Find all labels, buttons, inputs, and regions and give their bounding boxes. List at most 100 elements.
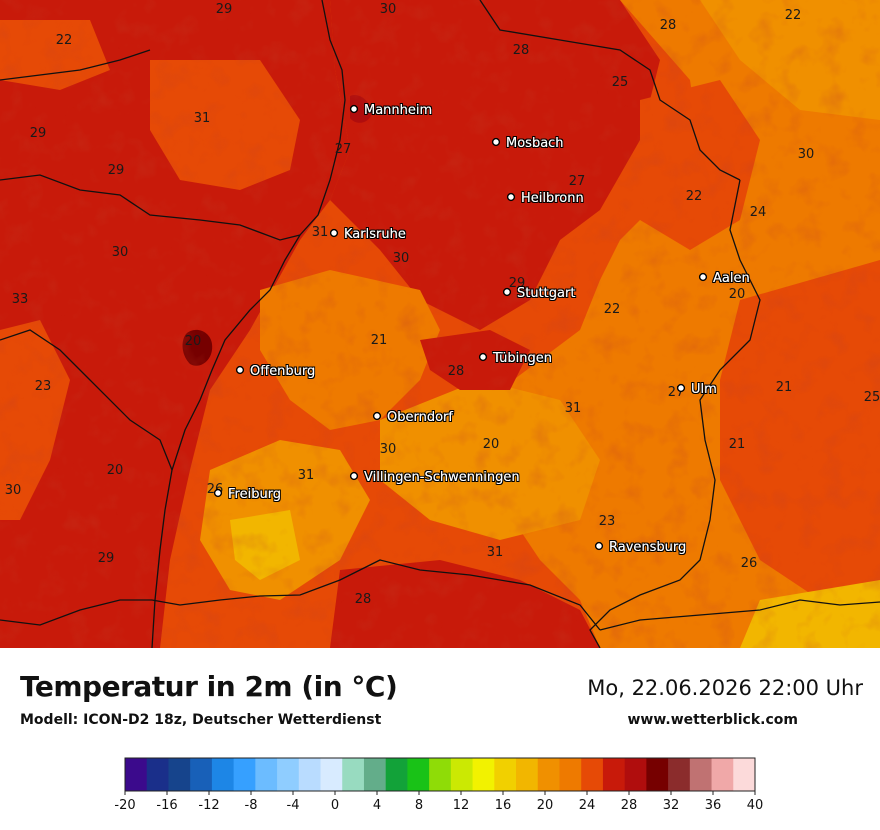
city-marker: Stuttgart (502, 286, 575, 301)
legend-swatch (385, 758, 408, 791)
temperature-value: 30 (112, 245, 129, 260)
legend-tick-label: -8 (245, 798, 258, 813)
state-border-north (479, 0, 741, 181)
city-label: Stuttgart (517, 286, 575, 301)
legend-tick-label: 40 (747, 798, 764, 813)
legend-swatch (211, 758, 235, 791)
website-link[interactable]: www.wetterblick.com (627, 712, 799, 728)
city-label: Ravensburg (609, 540, 686, 555)
northwest-border (0, 49, 151, 81)
legend-tick-label: 24 (579, 798, 596, 813)
temperature-texture (0, 0, 880, 648)
city-dot (372, 411, 382, 421)
city-dot (502, 287, 512, 297)
temperature-value: 27 (335, 142, 352, 157)
temperature-value: 31 (565, 401, 582, 416)
legend-swatch (581, 758, 604, 791)
temperature-value: 23 (35, 379, 52, 394)
legend-swatch (125, 758, 148, 791)
legend-swatch (233, 758, 256, 791)
temperature-value: 28 (448, 364, 465, 379)
forecast-datetime: Mo, 22.06.2026 22:00 Uhr (587, 676, 863, 700)
city-label: Mannheim (364, 103, 432, 118)
temperature-value: 29 (98, 551, 115, 566)
legend-swatch (190, 758, 213, 791)
legend-swatch (407, 758, 430, 791)
city-marker: Freiburg (213, 487, 281, 502)
temperature-value: 25 (864, 390, 880, 405)
city-label: Mosbach (506, 136, 564, 151)
temperature-value: 21 (729, 437, 746, 452)
city-marker: Tübingen (478, 351, 552, 366)
city-label: Tübingen (492, 351, 552, 366)
city-dot (491, 137, 501, 147)
city-dot (698, 272, 708, 282)
temperature-value: 30 (380, 2, 397, 17)
swiss-border (151, 559, 601, 631)
legend-swatch (668, 758, 691, 791)
temperature-value: 22 (56, 33, 73, 48)
legend-swatch (429, 758, 452, 791)
temperature-value: 24 (750, 205, 767, 220)
legend-swatch (342, 758, 365, 791)
legend-swatch (733, 758, 756, 791)
temperature-value: 22 (785, 8, 802, 23)
temperature-value: 31 (298, 468, 315, 483)
legend-swatch (559, 758, 582, 791)
temperature-value: 21 (371, 333, 388, 348)
city-label: Offenburg (250, 364, 315, 379)
city-label: Freiburg (228, 487, 281, 502)
city-marker: Ravensburg (594, 540, 686, 555)
temperature-value: 31 (312, 225, 329, 240)
rhine-border (151, 0, 346, 648)
legend-ticks: -20 -16 -12 -8 -4 0 4 8 12 16 20 24 28 32 36 40 (114, 791, 763, 813)
legend-swatch (320, 758, 343, 791)
temperature-value: 29 (108, 163, 125, 178)
legend-tick-label: 8 (415, 798, 423, 813)
temperature-value: 31 (487, 545, 504, 560)
temperature-value: 29 (216, 2, 233, 17)
legend-tick-label: 36 (705, 798, 722, 813)
temperature-value: 20 (729, 287, 746, 302)
temperature-value: 22 (604, 302, 621, 317)
city-marker: Mosbach (491, 136, 564, 151)
city-markers: Mannheim Mosbach Heilbronn Karlsruhe Stuttga… (213, 103, 750, 555)
temperature-value: 22 (686, 189, 703, 204)
city-marker: Ulm (676, 382, 717, 397)
city-label: Aalen (713, 271, 750, 286)
model-subtitle: Modell: ICON-D2 18z, Deutscher Wetterdie… (20, 712, 382, 728)
legend-swatch (450, 758, 474, 791)
legend-swatch (277, 758, 300, 791)
legend-swatch (516, 758, 539, 791)
southwest-border (0, 599, 152, 626)
city-dot (235, 365, 245, 375)
city-label: Oberndorf (387, 410, 453, 425)
legend-swatch (624, 758, 647, 791)
legend-swatch (146, 758, 169, 791)
state-border-east (589, 179, 761, 648)
temperature-value: 30 (380, 442, 397, 457)
legend-tick-label: 12 (453, 798, 470, 813)
legend-tick-label: -4 (287, 798, 300, 813)
temperature-value: 20 (185, 334, 202, 349)
legend-swatch (689, 758, 713, 791)
border-lines (0, 0, 880, 648)
city-label: Villingen-Schwenningen (364, 470, 520, 485)
temperature-value: 29 (30, 126, 47, 141)
city-label: Ulm (691, 382, 717, 397)
city-marker: Mannheim (349, 103, 432, 118)
temperature-value: 26 (741, 556, 758, 571)
legend-swatch (494, 758, 517, 791)
lake-border (599, 599, 880, 631)
legend-swatch (711, 758, 734, 791)
temperature-value: 23 (599, 514, 616, 529)
legend-swatch (646, 758, 669, 791)
legend-swatch (298, 758, 322, 791)
city-dot (676, 383, 686, 393)
legend-tick-label: 32 (663, 798, 680, 813)
legend-swatch (255, 758, 278, 791)
city-dot (506, 192, 516, 202)
legend-border (124, 757, 756, 792)
temperature-value: 30 (5, 483, 22, 498)
legend-swatch (363, 758, 387, 791)
